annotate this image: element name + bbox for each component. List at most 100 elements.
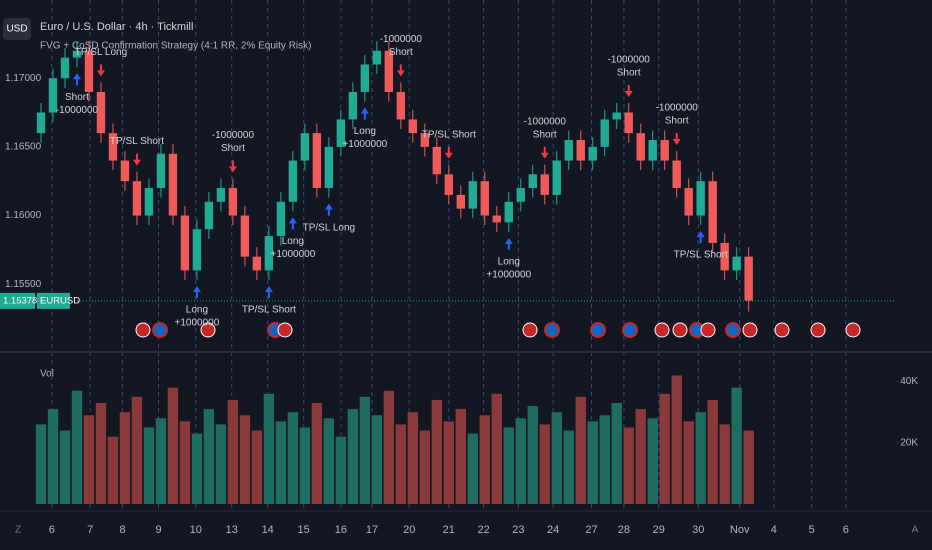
signal-arrow — [324, 203, 333, 216]
volume-bar — [491, 393, 502, 504]
candle-body — [720, 242, 729, 271]
volume-bar — [119, 412, 131, 504]
signal-qty: -1000000 — [380, 34, 423, 45]
candle-body — [564, 140, 573, 161]
candle-body — [552, 160, 561, 195]
volume-bar — [635, 409, 646, 504]
candle-body — [348, 91, 358, 120]
volume-bar — [455, 409, 466, 504]
signal-label: TP/SL Long — [75, 47, 127, 58]
candle-body — [384, 50, 394, 92]
volume-bar — [731, 387, 742, 504]
signal-label: Short — [65, 92, 89, 103]
y-tick-label: 1.15500 — [5, 279, 42, 290]
candle-body — [324, 146, 334, 189]
signal-qty: -1000000 — [524, 116, 567, 127]
volume-bar — [227, 399, 239, 504]
volume-bar — [371, 415, 383, 504]
candle-body — [84, 50, 94, 92]
currency-button[interactable] — [3, 18, 31, 40]
candle-body — [312, 133, 322, 189]
candle-body — [744, 256, 753, 301]
volume-bar — [683, 421, 694, 504]
volume-bar — [191, 433, 203, 504]
candle-body — [480, 181, 489, 216]
volume-bar — [419, 430, 431, 504]
x-tick-label: 14 — [262, 524, 274, 536]
volume-bar — [479, 415, 490, 504]
candle-body — [108, 133, 118, 161]
candle-body — [612, 112, 621, 120]
volume-bar — [311, 402, 323, 504]
volume-bar — [515, 418, 526, 504]
volume-bar — [587, 421, 598, 504]
signal-qty: +1000000 — [270, 249, 315, 260]
signal-arrow — [72, 73, 81, 86]
candle-body — [600, 119, 609, 147]
x-tick-label: 6 — [843, 524, 849, 536]
candle-body — [228, 188, 238, 216]
volume-bar — [275, 421, 287, 504]
candle-body — [492, 215, 501, 223]
signal-arrow — [624, 84, 633, 97]
volume-bar — [83, 415, 95, 504]
signal-qty: -1000000 — [656, 103, 699, 114]
x-tick-label: 17 — [366, 524, 378, 536]
volume-bar — [563, 430, 574, 504]
x-tick-label: 13 — [226, 524, 238, 536]
signal-qty: -1000000 — [212, 130, 255, 141]
candle-body — [240, 215, 250, 257]
symbol-title: Euro / U.S. Dollar · 4h · Tickmill — [40, 21, 193, 33]
signal-label: Short — [617, 68, 641, 79]
candle-body — [660, 140, 669, 161]
x-tick-label: 15 — [298, 524, 310, 536]
signal-arrow — [264, 286, 273, 298]
x-tick-label: 21 — [443, 524, 455, 536]
signal-qty: +1000000 — [175, 318, 220, 329]
y-tick-label: 40K — [900, 376, 918, 387]
signal-label: Long — [354, 126, 376, 137]
x-tick-label: 23 — [512, 524, 524, 536]
signal-label: Long — [498, 257, 520, 268]
volume-bar — [407, 412, 419, 504]
currency-button-label[interactable]: USD — [6, 24, 27, 35]
signal-qty: -1000000 — [608, 55, 651, 66]
signal-qty: -1000000 — [56, 105, 99, 116]
volume-bar — [671, 375, 682, 504]
auto-scale-button[interactable]: A — [912, 525, 919, 536]
y-tick-label: 1.16000 — [5, 210, 42, 221]
candle-body — [36, 112, 46, 134]
signal-label: Short — [533, 129, 557, 140]
volume-bar — [443, 421, 455, 504]
volume-bar — [383, 390, 395, 504]
volume-bar — [239, 415, 251, 504]
candle-body — [648, 140, 657, 161]
y-tick-label: 20K — [900, 437, 918, 448]
candle-body — [684, 188, 693, 216]
volume-bar — [143, 427, 155, 504]
y-tick-label: 1.16500 — [5, 142, 42, 153]
candle-body — [696, 181, 705, 216]
candle-body — [372, 50, 382, 65]
signal-arrow — [672, 132, 681, 145]
signal-arrow — [132, 153, 141, 166]
volume-bar — [71, 390, 83, 504]
x-tick-label: 30 — [692, 524, 704, 536]
x-tick-label: 5 — [809, 524, 815, 536]
candle-body — [300, 133, 310, 161]
volume-bar — [575, 396, 586, 504]
y-tick-label: 1.17000 — [5, 73, 42, 84]
signal-label: TP/SL Short — [242, 305, 296, 316]
candle-body — [132, 181, 142, 216]
volume-bar — [347, 409, 359, 504]
candle-body — [252, 256, 262, 271]
candle-body — [204, 201, 214, 230]
candle-body — [576, 140, 585, 161]
timezone-button[interactable]: Z — [15, 525, 21, 536]
volume-bar — [743, 430, 754, 504]
signal-arrow — [228, 160, 237, 173]
volume-bar — [719, 424, 730, 504]
candle-body — [468, 181, 477, 209]
volume-bar — [359, 396, 371, 504]
